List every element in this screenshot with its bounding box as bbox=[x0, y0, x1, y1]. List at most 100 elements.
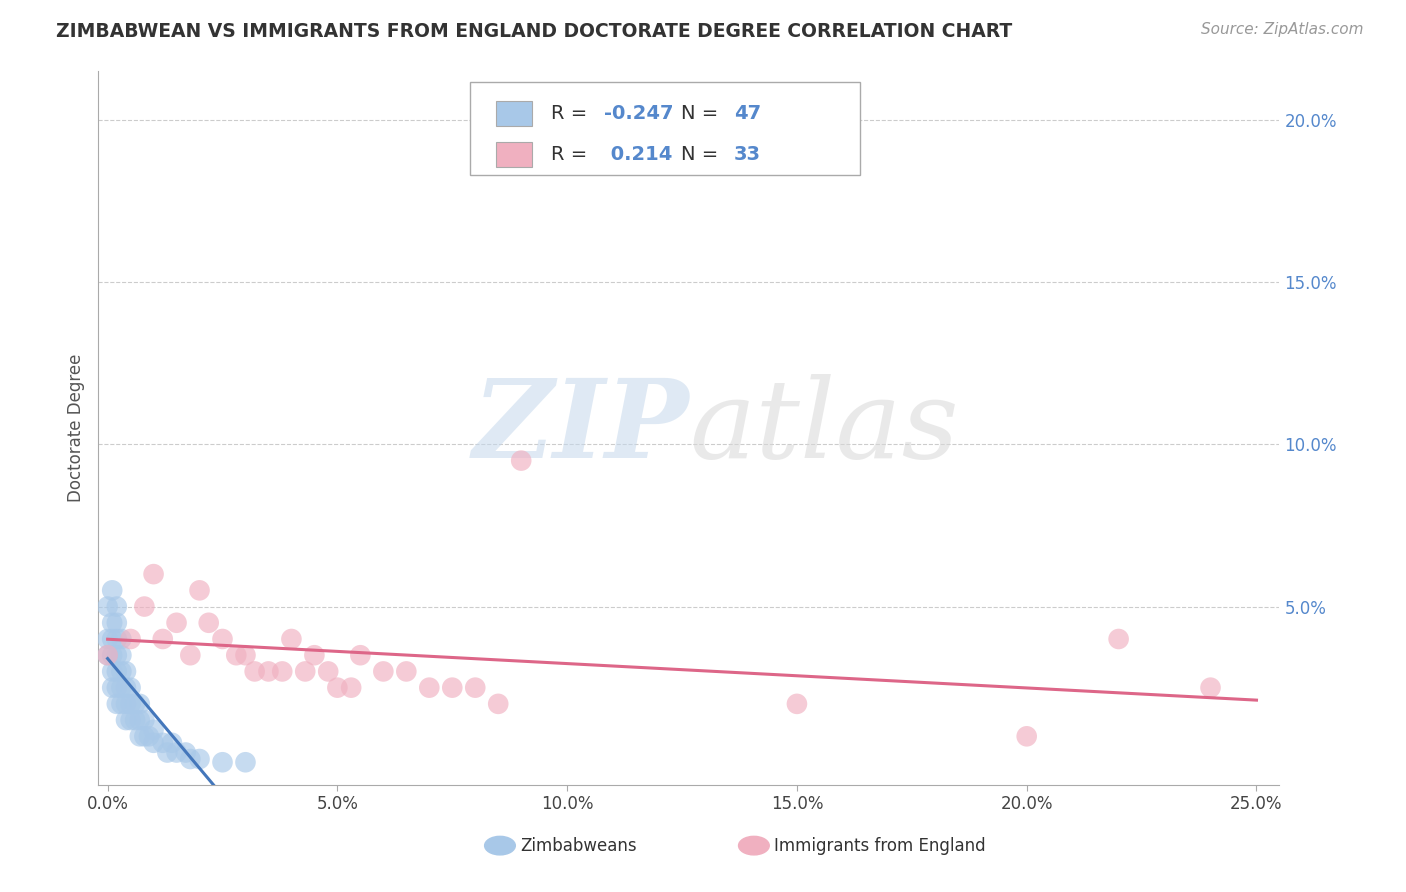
Point bbox=[120, 697, 142, 711]
Point bbox=[128, 697, 150, 711]
Point bbox=[120, 713, 142, 727]
Point bbox=[316, 665, 339, 679]
Point bbox=[110, 632, 132, 646]
Point bbox=[142, 736, 165, 750]
Point bbox=[105, 665, 128, 679]
Bar bbox=[496, 101, 531, 127]
Point bbox=[138, 729, 160, 743]
Point bbox=[326, 681, 349, 695]
Point bbox=[115, 681, 138, 695]
Point bbox=[1108, 632, 1130, 646]
Text: Zimbabweans: Zimbabweans bbox=[520, 837, 637, 855]
Text: R =: R = bbox=[551, 104, 593, 123]
Point bbox=[97, 599, 120, 614]
Point bbox=[134, 713, 156, 727]
Point bbox=[120, 632, 142, 646]
Point bbox=[105, 615, 128, 630]
Point bbox=[225, 648, 247, 663]
Point bbox=[110, 681, 132, 695]
Text: -0.247: -0.247 bbox=[605, 104, 673, 123]
Point bbox=[156, 746, 179, 760]
Point bbox=[124, 697, 146, 711]
Point bbox=[179, 648, 201, 663]
Point bbox=[166, 615, 188, 630]
Text: ZIP: ZIP bbox=[472, 375, 689, 482]
Point bbox=[441, 681, 464, 695]
Point bbox=[188, 752, 211, 766]
Point bbox=[257, 665, 280, 679]
Point bbox=[152, 632, 174, 646]
Bar bbox=[496, 142, 531, 167]
Point bbox=[271, 665, 294, 679]
Point bbox=[134, 599, 156, 614]
Point bbox=[294, 665, 316, 679]
Point bbox=[188, 583, 211, 598]
Circle shape bbox=[485, 837, 516, 855]
Point bbox=[101, 665, 124, 679]
Point bbox=[211, 632, 233, 646]
Point bbox=[243, 665, 266, 679]
Text: ZIMBABWEAN VS IMMIGRANTS FROM ENGLAND DOCTORATE DEGREE CORRELATION CHART: ZIMBABWEAN VS IMMIGRANTS FROM ENGLAND DO… bbox=[56, 22, 1012, 41]
Point bbox=[1015, 729, 1038, 743]
Point bbox=[105, 599, 128, 614]
Point bbox=[105, 632, 128, 646]
Point bbox=[115, 665, 138, 679]
Text: 0.214: 0.214 bbox=[605, 145, 672, 164]
Point bbox=[235, 648, 257, 663]
Circle shape bbox=[738, 837, 769, 855]
Text: atlas: atlas bbox=[689, 375, 959, 482]
Point bbox=[105, 697, 128, 711]
Point bbox=[349, 648, 371, 663]
Point bbox=[101, 583, 124, 598]
Point bbox=[124, 713, 146, 727]
Point bbox=[486, 697, 509, 711]
Point bbox=[142, 723, 165, 737]
Point bbox=[97, 632, 120, 646]
Point bbox=[197, 615, 219, 630]
Point bbox=[211, 756, 233, 770]
Text: N =: N = bbox=[681, 104, 724, 123]
Point bbox=[142, 567, 165, 582]
Point bbox=[101, 648, 124, 663]
Point bbox=[115, 713, 138, 727]
Point bbox=[97, 648, 120, 663]
Point bbox=[97, 648, 120, 663]
Bar bbox=[471, 82, 860, 175]
Point bbox=[235, 756, 257, 770]
Point bbox=[120, 681, 142, 695]
Point bbox=[105, 648, 128, 663]
Text: N =: N = bbox=[681, 145, 724, 164]
Point bbox=[110, 648, 132, 663]
Point bbox=[115, 697, 138, 711]
Point bbox=[280, 632, 302, 646]
Point bbox=[101, 681, 124, 695]
Point bbox=[418, 681, 440, 695]
Point bbox=[105, 681, 128, 695]
Point bbox=[110, 697, 132, 711]
Point bbox=[174, 746, 197, 760]
Text: 47: 47 bbox=[734, 104, 761, 123]
Point bbox=[128, 729, 150, 743]
Text: Source: ZipAtlas.com: Source: ZipAtlas.com bbox=[1201, 22, 1364, 37]
Text: R =: R = bbox=[551, 145, 593, 164]
Point bbox=[152, 736, 174, 750]
Point bbox=[786, 697, 808, 711]
Point bbox=[304, 648, 326, 663]
Point bbox=[464, 681, 486, 695]
Point bbox=[110, 665, 132, 679]
Point bbox=[395, 665, 418, 679]
Point bbox=[166, 746, 188, 760]
Point bbox=[134, 729, 156, 743]
Text: Immigrants from England: Immigrants from England bbox=[773, 837, 986, 855]
Point bbox=[101, 632, 124, 646]
Point bbox=[101, 615, 124, 630]
Point bbox=[1199, 681, 1222, 695]
Point bbox=[160, 736, 183, 750]
Point bbox=[340, 681, 363, 695]
Y-axis label: Doctorate Degree: Doctorate Degree bbox=[66, 354, 84, 502]
Point bbox=[510, 453, 533, 467]
Point bbox=[128, 713, 150, 727]
Text: 33: 33 bbox=[734, 145, 761, 164]
Point bbox=[373, 665, 395, 679]
Point bbox=[179, 752, 201, 766]
